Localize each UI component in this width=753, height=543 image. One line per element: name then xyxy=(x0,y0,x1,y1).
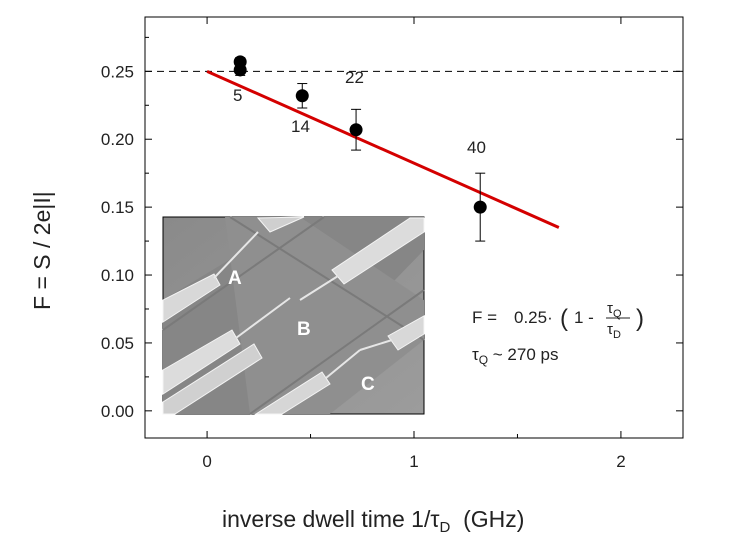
inset-label-a: A xyxy=(228,268,242,289)
inset-sem-image: A B C xyxy=(162,216,425,415)
formula-paren-open: ( xyxy=(560,305,568,332)
formula-coef: 0.25· xyxy=(514,308,553,327)
y-tick-label: 0.00 xyxy=(101,402,134,421)
y-tick-label: 0.15 xyxy=(101,198,134,217)
point-label-22: 22 xyxy=(345,68,364,87)
data-point xyxy=(473,200,487,214)
data-point xyxy=(233,63,247,77)
inset-label-b: B xyxy=(297,319,311,340)
formula-numerator: τQ xyxy=(607,300,622,320)
inset-label-c: C xyxy=(361,374,375,395)
x-tick-label: 0 xyxy=(202,452,211,471)
formula-tau-q: τQ ~ 270 ps xyxy=(472,345,558,367)
formula-den-sub: D xyxy=(613,329,621,341)
x-axis-title-post: (GHz) xyxy=(450,506,524,532)
y-axis-ticks: 0.00 0.05 0.10 0.15 0.20 0.25 xyxy=(101,36,683,421)
fit-line xyxy=(206,69,560,229)
formula-num-sub: Q xyxy=(613,308,622,320)
x-axis-title: inverse dwell time 1/τD (GHz) xyxy=(222,506,524,536)
formula-tau-q-sub: Q xyxy=(479,353,488,367)
point-label-40: 40 xyxy=(467,138,486,157)
formula-annotation: F = 0.25· ( 1 - τQ τD ) τQ ~ 270 ps xyxy=(472,300,644,367)
y-axis-title: F = S / 2e|I| xyxy=(29,191,55,310)
formula-den-tau: τ xyxy=(607,321,613,338)
formula-tau-q-value: ~ 270 ps xyxy=(488,345,558,364)
formula-denominator: τD xyxy=(607,321,621,341)
data-point xyxy=(295,89,309,103)
data-point xyxy=(349,123,363,137)
formula-num-tau: τ xyxy=(607,300,613,317)
data-points xyxy=(233,55,487,242)
x-tick-label: 2 xyxy=(616,452,625,471)
y-tick-label: 0.20 xyxy=(101,130,134,149)
y-tick-label: 0.05 xyxy=(101,334,134,353)
point-label-14: 14 xyxy=(291,117,310,136)
x-tick-label: 1 xyxy=(409,452,418,471)
formula-one-minus: 1 - xyxy=(574,308,594,327)
y-tick-label: 0.25 xyxy=(101,62,134,81)
formula-lhs: F = xyxy=(472,308,497,327)
x-axis-title-tau: τ xyxy=(430,506,439,532)
x-axis-title-sub: D xyxy=(439,519,450,536)
y-tick-label: 0.10 xyxy=(101,266,134,285)
formula-tau-q-tau: τ xyxy=(472,345,479,364)
x-axis-ticks: 0 1 2 xyxy=(202,17,626,471)
point-label-5: 5 xyxy=(233,86,242,105)
x-axis-title-pre: inverse dwell time 1/ xyxy=(222,506,431,532)
formula-paren-close: ) xyxy=(636,305,644,332)
